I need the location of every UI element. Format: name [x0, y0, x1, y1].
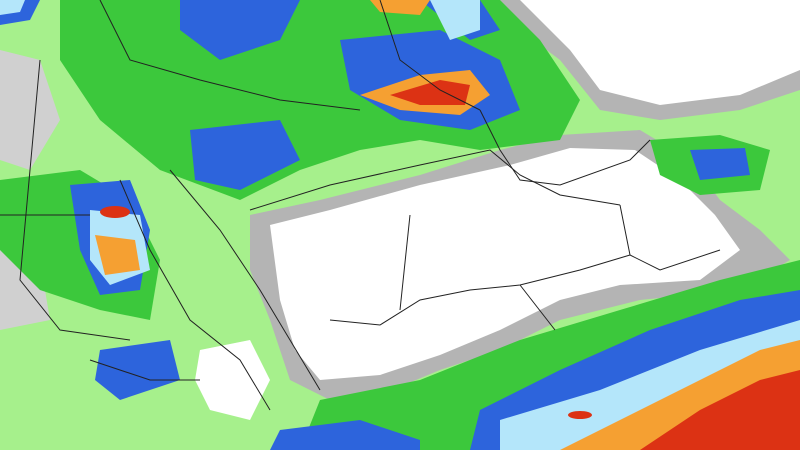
border-saudi-north — [249, 149, 621, 211]
ext-southeast — [640, 370, 800, 450]
border-ethiopia — [89, 359, 200, 381]
dry-west — [0, 50, 60, 170]
border-oman-east — [619, 204, 721, 271]
dry-iran-core — [520, 0, 800, 105]
border-sudan — [19, 59, 131, 341]
border-north — [99, 0, 361, 111]
border-saudi-yemen — [329, 254, 631, 326]
vh-top-left — [0, 0, 25, 15]
country-borders — [0, 0, 721, 411]
ext-cell-south — [568, 411, 592, 419]
border-iraq — [379, 0, 481, 111]
dry-northeast-africa — [195, 340, 270, 420]
heavy-oman — [690, 148, 750, 180]
rain-extreme — [100, 80, 800, 450]
ext-iraq — [390, 80, 470, 105]
heavy-ethiopia — [95, 340, 180, 400]
vh-gulf — [430, 0, 480, 40]
int-top — [370, 0, 430, 15]
heavy-south-1 — [270, 420, 420, 450]
dry-arabian-core — [270, 148, 740, 380]
border-oman — [519, 284, 556, 331]
border-inner — [399, 214, 411, 311]
heavy-north-1 — [180, 0, 300, 60]
border-red-sea-coast — [169, 169, 321, 391]
int-west — [95, 235, 140, 275]
ext-west — [100, 206, 130, 218]
border-gulf — [479, 109, 651, 186]
border-africa-coast — [119, 179, 271, 411]
heavy-mid — [190, 120, 300, 190]
